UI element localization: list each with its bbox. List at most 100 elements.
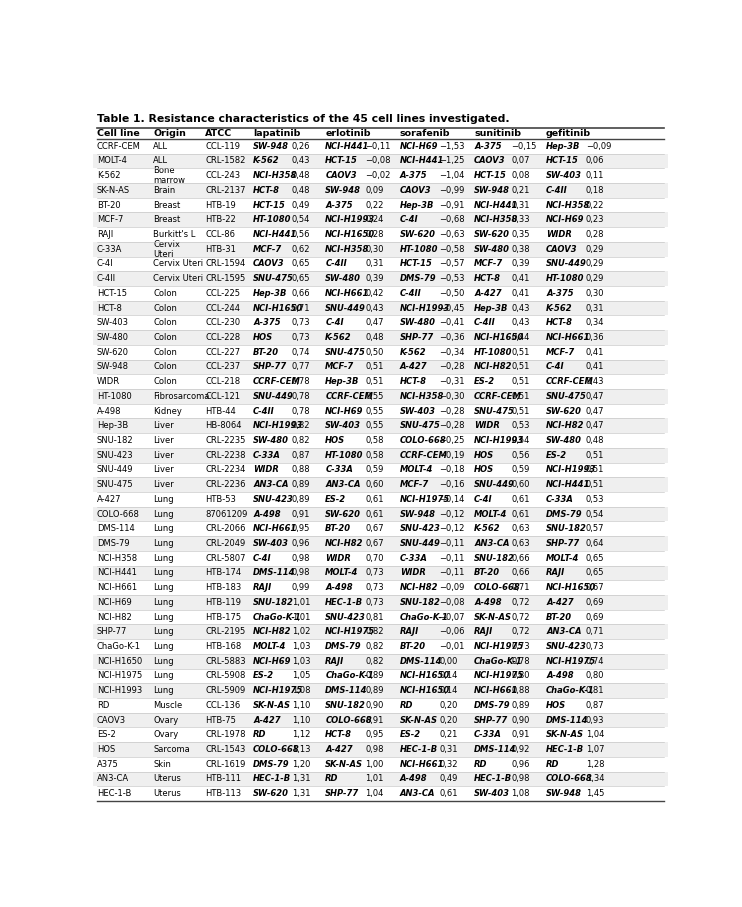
Text: 0,60: 0,60	[511, 480, 530, 489]
Text: MCF-7: MCF-7	[474, 259, 503, 268]
Text: Colon: Colon	[153, 304, 177, 313]
Text: Hep-3B: Hep-3B	[400, 200, 434, 210]
Text: 1,01: 1,01	[366, 775, 384, 784]
Text: 0,90: 0,90	[511, 716, 530, 725]
Text: NCI-H441: NCI-H441	[546, 480, 591, 489]
Text: −0,50: −0,50	[439, 289, 464, 297]
Text: Liver: Liver	[153, 422, 174, 430]
Text: CRL-5883: CRL-5883	[205, 657, 246, 666]
Text: 0,54: 0,54	[585, 510, 604, 519]
Text: K-562: K-562	[253, 156, 280, 165]
Text: −0,11: −0,11	[439, 569, 464, 578]
Text: 0,14: 0,14	[439, 687, 458, 695]
Text: SW-480: SW-480	[96, 333, 128, 342]
Text: C-33A: C-33A	[474, 730, 502, 739]
Text: RD: RD	[474, 760, 487, 769]
Text: NCI-H82: NCI-H82	[400, 583, 438, 592]
Text: 0,30: 0,30	[366, 245, 384, 254]
Text: CAOV3: CAOV3	[96, 716, 125, 725]
Text: HEC-1-B: HEC-1-B	[96, 789, 131, 798]
Text: 0,66: 0,66	[511, 554, 530, 562]
Text: K-562: K-562	[474, 524, 501, 533]
Text: NCI-H661: NCI-H661	[253, 524, 298, 533]
Text: SNU-182: SNU-182	[253, 598, 294, 607]
Text: NCI-H441: NCI-H441	[400, 156, 444, 165]
Bar	[93, 418, 668, 434]
Text: 0,58: 0,58	[366, 451, 384, 460]
Text: NCI-H1650: NCI-H1650	[474, 333, 525, 342]
Text: NCI-H661: NCI-H661	[325, 289, 370, 297]
Text: 0,73: 0,73	[292, 318, 311, 327]
Text: CRL-1619: CRL-1619	[205, 760, 246, 769]
Bar	[93, 434, 668, 448]
Text: 0,91: 0,91	[292, 510, 310, 519]
Text: 0,51: 0,51	[511, 377, 530, 386]
Text: SHP-77: SHP-77	[253, 363, 287, 372]
Text: Cervix Uteri: Cervix Uteri	[153, 259, 203, 268]
Text: 0,69: 0,69	[585, 612, 604, 621]
Text: NCI-H1975: NCI-H1975	[400, 495, 450, 504]
Text: WIDR: WIDR	[253, 465, 279, 474]
Text: ChaGo-K-1: ChaGo-K-1	[474, 657, 523, 666]
Text: 1,34: 1,34	[585, 775, 604, 784]
Text: HEC-1-B: HEC-1-B	[400, 745, 438, 754]
Text: MOLT-4: MOLT-4	[474, 510, 508, 519]
Bar	[93, 345, 668, 359]
Text: −0,68: −0,68	[439, 215, 464, 224]
Text: DMS-79: DMS-79	[474, 701, 510, 710]
Text: SW-620: SW-620	[253, 789, 289, 798]
Text: −0,02: −0,02	[366, 171, 391, 180]
Text: CRL-2137: CRL-2137	[205, 186, 246, 195]
Text: 0,91: 0,91	[366, 716, 384, 725]
Text: MCF-7: MCF-7	[96, 215, 123, 224]
Text: 0,66: 0,66	[292, 289, 311, 297]
Text: −0,12: −0,12	[439, 524, 464, 533]
Text: 0,72: 0,72	[511, 628, 530, 637]
Text: SNU-475: SNU-475	[96, 480, 134, 489]
Text: 1,05: 1,05	[292, 671, 310, 680]
Text: HTB-113: HTB-113	[205, 789, 241, 798]
Text: −0,07: −0,07	[439, 612, 464, 621]
Text: 0,28: 0,28	[366, 230, 384, 239]
Bar	[93, 713, 668, 727]
Text: HOS: HOS	[325, 436, 345, 445]
Text: 0,82: 0,82	[292, 436, 310, 445]
Text: 0,81: 0,81	[585, 687, 604, 695]
Text: −0,30: −0,30	[439, 392, 464, 401]
Text: 1,04: 1,04	[366, 789, 384, 798]
Text: HT-1080: HT-1080	[253, 215, 292, 224]
Text: HEC-1-B: HEC-1-B	[546, 745, 584, 754]
Text: 0,80: 0,80	[585, 671, 604, 680]
Text: 0,78: 0,78	[292, 406, 311, 415]
Text: SK-N-AS: SK-N-AS	[400, 716, 438, 725]
Text: COLO-668: COLO-668	[96, 510, 139, 519]
Text: CRL-2235: CRL-2235	[205, 436, 246, 445]
Text: 0,71: 0,71	[585, 628, 604, 637]
Bar	[93, 286, 668, 301]
Text: Colon: Colon	[153, 318, 177, 327]
Text: CCL-218: CCL-218	[205, 377, 240, 386]
Text: Colon: Colon	[153, 377, 177, 386]
Text: SW-620: SW-620	[96, 347, 128, 356]
Text: COLO-668: COLO-668	[325, 716, 372, 725]
Bar	[93, 330, 668, 345]
Text: 1,08: 1,08	[511, 789, 530, 798]
Text: HCT-8: HCT-8	[400, 377, 427, 386]
Text: 0,58: 0,58	[366, 436, 384, 445]
Text: 0,98: 0,98	[366, 745, 384, 754]
Text: Ovary: Ovary	[153, 730, 178, 739]
Text: Colon: Colon	[153, 289, 177, 297]
Bar	[93, 580, 668, 595]
Text: SW-948: SW-948	[325, 186, 361, 195]
Text: MCF-7: MCF-7	[253, 245, 283, 254]
Text: 0,48: 0,48	[292, 186, 310, 195]
Text: 1,13: 1,13	[292, 745, 310, 754]
Text: Lung: Lung	[153, 569, 174, 578]
Text: A-427: A-427	[325, 745, 353, 754]
Text: SNU-449: SNU-449	[325, 304, 366, 313]
Text: NCI-H69: NCI-H69	[546, 215, 585, 224]
Text: 87061209: 87061209	[205, 510, 248, 519]
Text: COLO-668: COLO-668	[400, 436, 447, 445]
Text: 0,74: 0,74	[292, 347, 310, 356]
Text: Sarcoma: Sarcoma	[153, 745, 190, 754]
